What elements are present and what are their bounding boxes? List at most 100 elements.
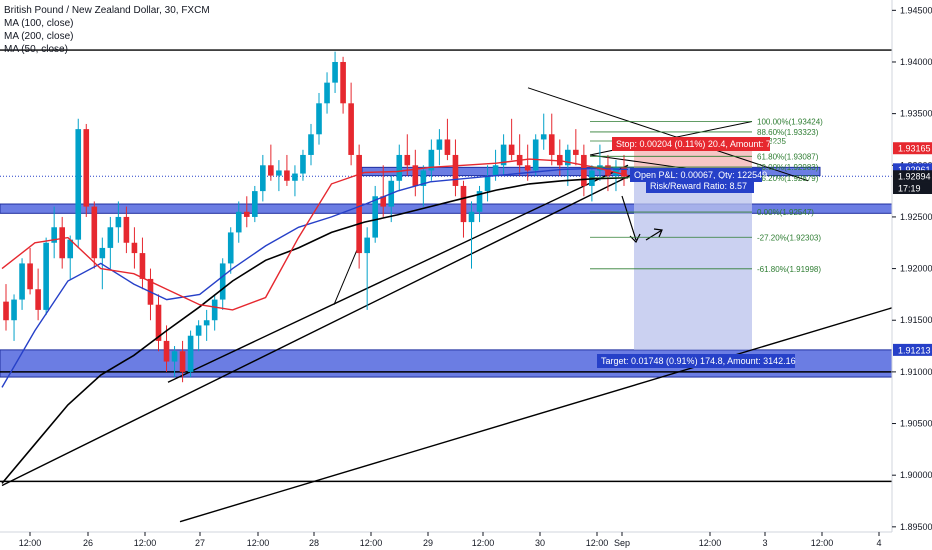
fib-level-label: 1.93235: [757, 137, 786, 146]
x-tick-label: 12:00: [586, 538, 609, 548]
target-label-box: [597, 354, 795, 368]
candle-body: [51, 227, 57, 243]
candle-body: [532, 139, 539, 171]
candle-body: [621, 167, 627, 177]
position-tool[interactable]: [634, 148, 752, 350]
x-tick-label: 3: [762, 538, 767, 548]
stop-zone[interactable]: [634, 148, 752, 170]
candle-body: [436, 139, 443, 150]
candle-body: [179, 351, 186, 372]
chart-legend: British Pound / New Zealand Dollar, 30, …: [4, 4, 210, 56]
ma100-line: [1, 167, 629, 388]
target-zone[interactable]: [634, 169, 752, 350]
risk-reward-label: Risk/Reward Ratio: 8.57: [650, 181, 747, 191]
up-arrow: [645, 228, 663, 241]
x-tick-label: 12:00: [134, 538, 157, 548]
pnl-label: Open P&L: 0.00067, Qty: 122549: [634, 170, 767, 180]
candle-body: [468, 211, 475, 223]
candle-body: [396, 154, 403, 181]
candle-body: [324, 82, 330, 104]
y-tick-label: 1.90000: [900, 470, 932, 480]
candles-layer: [3, 51, 627, 383]
candle-body: [348, 103, 354, 155]
candle-body: [340, 61, 346, 104]
y-tick-label: 1.90500: [900, 419, 932, 429]
price-tag-box: [893, 343, 932, 356]
x-tick-label: 28: [309, 538, 319, 548]
candle-body: [380, 196, 387, 207]
fib-level-label: 38.20%(1.92879): [757, 174, 819, 183]
candle-body: [139, 253, 146, 279]
candle-body: [316, 103, 322, 135]
candle-body: [3, 301, 9, 321]
candle-body: [420, 170, 427, 186]
candle-body: [260, 165, 266, 192]
candle-body: [107, 227, 114, 248]
x-tick-label: 12:00: [247, 538, 270, 548]
down-arrow: [621, 195, 641, 244]
candle-body: [211, 299, 218, 321]
x-tick-label: 29: [423, 538, 433, 548]
ma50-line: [1, 158, 629, 311]
trend-line: [527, 87, 809, 182]
fib-level-label: 88.60%(1.93323): [757, 128, 819, 137]
candle-body: [476, 191, 483, 212]
trend-line: [167, 164, 629, 383]
y-tick-label: 1.92500: [900, 212, 932, 222]
x-tick-label: 12:00: [811, 538, 834, 548]
candle-body: [500, 144, 507, 166]
candle-body: [404, 154, 411, 166]
candle-body: [131, 242, 138, 254]
candle-body: [428, 149, 435, 171]
y-tick-label: 1.94000: [900, 57, 932, 67]
candle-body: [67, 239, 74, 259]
y-tick-label: 1.94500: [900, 5, 932, 15]
price-tag: 1.93165: [898, 144, 931, 154]
x-tick-label: 4: [876, 538, 881, 548]
x-tick-label: 12:00: [360, 538, 383, 548]
candle-body: [412, 165, 419, 186]
x-tick-label: Sep: [614, 538, 630, 548]
candle-body: [356, 154, 362, 254]
y-tick-label: 1.92000: [900, 264, 932, 274]
x-tick-label: 12:00: [699, 538, 722, 548]
fib-level-label: 0.00%(1.92547): [757, 208, 814, 217]
fib-level-label: 50.00%(1.92983): [757, 163, 819, 172]
candle-body: [452, 154, 459, 186]
price-tag-box: [893, 142, 932, 155]
pnl-label-box: [630, 168, 762, 182]
y-tick-label: 1.91500: [900, 315, 932, 325]
candle-body: [83, 129, 90, 207]
candle-body: [123, 216, 130, 243]
candle-body: [276, 170, 282, 176]
x-tick-label: 12:00: [472, 538, 495, 548]
legend-ma200: MA (200, close): [4, 31, 74, 42]
candle-body: [492, 165, 499, 176]
candle-body: [332, 61, 338, 83]
candle-body: [27, 263, 33, 290]
stop-label: Stop: 0.00204 (0.11%) 20.4, Amount: 750: [616, 139, 781, 149]
symbol-title: British Pound / New Zealand Dollar, 30, …: [4, 5, 210, 16]
position-labels: Stop: 0.00204 (0.11%) 20.4, Amount: 750 O…: [597, 137, 796, 368]
candle-body: [484, 175, 491, 192]
candle-body: [235, 211, 242, 233]
candle-body: [573, 149, 579, 155]
candle-body: [251, 191, 258, 217]
x-tick-label: 26: [83, 538, 93, 548]
candle-body: [364, 237, 370, 254]
candle-body: [460, 185, 467, 223]
candle-body: [581, 154, 587, 186]
y-tick-label: 1.89500: [900, 522, 932, 532]
fib-level-label: 100.00%(1.93424): [757, 117, 823, 126]
price-tag: 17:19: [898, 184, 921, 194]
candle-body: [99, 247, 106, 259]
fib-level-label: -61.80%(1.91998): [757, 265, 821, 274]
candle-body: [35, 289, 41, 310]
x-tick-label: 27: [195, 538, 205, 548]
legend-ma50: MA (50, close): [4, 44, 68, 55]
candle-body: [268, 165, 274, 176]
candle-body: [300, 154, 306, 174]
fib-level-label: -27.20%(1.92303): [757, 233, 821, 242]
